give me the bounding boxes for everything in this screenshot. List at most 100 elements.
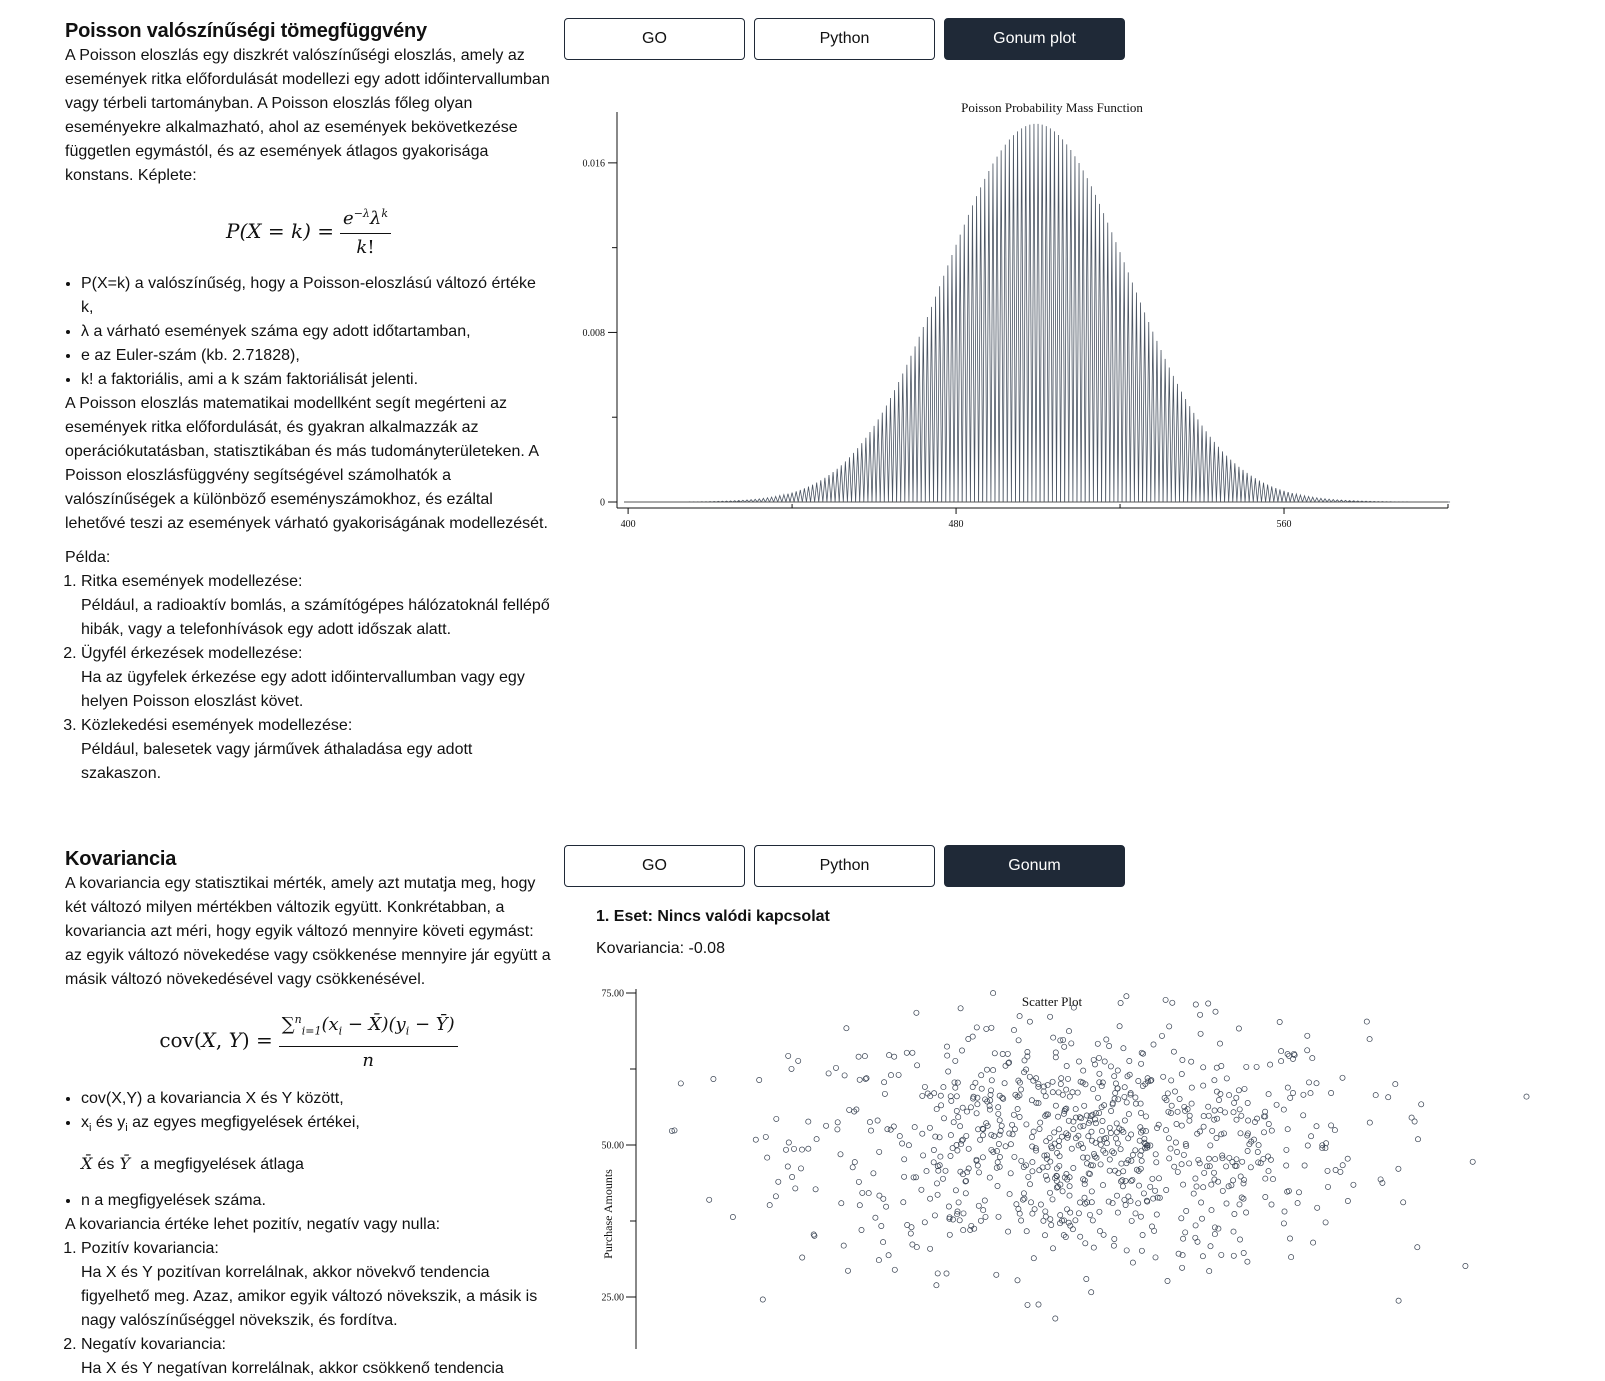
scatter-point bbox=[1332, 1128, 1337, 1133]
scatter-point bbox=[940, 1176, 945, 1181]
list-item: e az Euler-szám (kb. 2.71828), bbox=[81, 344, 552, 368]
scatter-point bbox=[876, 1258, 881, 1263]
python-button[interactable]: Python bbox=[754, 845, 935, 887]
scatter-point bbox=[1311, 1240, 1316, 1245]
scatter-point bbox=[1206, 1156, 1211, 1161]
scatter-point bbox=[1038, 1202, 1043, 1207]
scatter-point bbox=[1269, 1202, 1274, 1207]
scatter-point bbox=[1329, 1123, 1334, 1128]
scatter-point bbox=[1212, 1078, 1217, 1083]
scatter-point bbox=[1236, 1026, 1241, 1031]
pmf-bar bbox=[966, 215, 970, 502]
pmf-bar bbox=[954, 245, 958, 502]
covariance-formula-lhs: cov(X, Y) = bbox=[159, 1028, 272, 1052]
scatter-point bbox=[711, 1076, 716, 1081]
scatter-point bbox=[793, 1186, 798, 1191]
scatter-point bbox=[1345, 1198, 1350, 1203]
scatter-point bbox=[835, 1127, 840, 1132]
scatter-point bbox=[953, 1058, 958, 1063]
scatter-point bbox=[1177, 1096, 1182, 1101]
pmf-bar bbox=[1122, 262, 1126, 502]
pmf-bar bbox=[929, 307, 933, 502]
scatter-point bbox=[1048, 1159, 1053, 1164]
pmf-bar bbox=[1167, 368, 1171, 502]
scatter-point bbox=[1301, 1092, 1306, 1097]
scatter-point bbox=[1232, 1100, 1237, 1105]
scatter-point bbox=[1401, 1200, 1406, 1205]
scatter-point bbox=[946, 1204, 951, 1209]
scatter-point bbox=[763, 1134, 768, 1139]
scatter-point bbox=[968, 1105, 973, 1110]
scatter-point bbox=[814, 1137, 819, 1142]
pmf-bar bbox=[1069, 150, 1073, 502]
scatter-point bbox=[1290, 1090, 1295, 1095]
scatter-point bbox=[1060, 1189, 1065, 1194]
scatter-point bbox=[945, 1053, 950, 1058]
scatter-point bbox=[1244, 1210, 1249, 1215]
scatter-point bbox=[953, 1188, 958, 1193]
scatter-point bbox=[867, 1120, 872, 1125]
scatter-point bbox=[902, 1174, 907, 1179]
scatter-point bbox=[1129, 1132, 1134, 1137]
scatter-point bbox=[979, 1086, 984, 1091]
gonum-plot-button[interactable]: Gonum plot bbox=[944, 18, 1125, 60]
scatter-point bbox=[1148, 1184, 1153, 1189]
type-text: Ha X és Y negatívan korrelálnak, akkor c… bbox=[81, 1357, 552, 1381]
list-item: P(X=k) a valószínűség, hogy a Poisson-el… bbox=[81, 272, 552, 320]
scatter-point bbox=[954, 1094, 959, 1099]
pmf-bar bbox=[917, 337, 921, 502]
scatter-point bbox=[757, 1077, 762, 1082]
scatter-point bbox=[1187, 1113, 1192, 1118]
scatter-point bbox=[1027, 1182, 1032, 1187]
pmf-bar bbox=[1208, 437, 1212, 502]
pmf-bar bbox=[913, 346, 917, 502]
go-button[interactable]: GO bbox=[564, 845, 745, 887]
scatter-point bbox=[912, 1125, 917, 1130]
scatter-point bbox=[1208, 1244, 1213, 1249]
scatter-point bbox=[835, 1120, 840, 1125]
gonum-button[interactable]: Gonum bbox=[944, 845, 1125, 887]
go-button[interactable]: GO bbox=[564, 18, 745, 60]
scatter-point bbox=[901, 1200, 906, 1205]
python-button[interactable]: Python bbox=[754, 18, 935, 60]
scatter-point bbox=[1042, 1233, 1047, 1238]
pmf-bar bbox=[770, 497, 774, 502]
scatter-point bbox=[1005, 1051, 1010, 1056]
scatter-point bbox=[1065, 1076, 1070, 1081]
scatter-point bbox=[996, 1105, 1001, 1110]
scatter-point bbox=[950, 1146, 955, 1151]
scatter-point bbox=[1052, 1130, 1057, 1135]
scatter-point bbox=[1008, 1171, 1013, 1176]
scatter-point bbox=[1174, 1121, 1179, 1126]
pmf-bar bbox=[765, 498, 769, 502]
scatter-point bbox=[1231, 1178, 1236, 1183]
scatter-point bbox=[1012, 1154, 1017, 1159]
scatter-point bbox=[1138, 1214, 1143, 1219]
scatter-point bbox=[1284, 1163, 1289, 1168]
scatter-point bbox=[1043, 1094, 1048, 1099]
scatter-point bbox=[1281, 1221, 1286, 1226]
mean-description: a megfigyelések átlaga bbox=[140, 1156, 304, 1173]
scatter-point bbox=[1031, 1129, 1036, 1134]
pmf-bar bbox=[1266, 485, 1270, 502]
scatter-point bbox=[1008, 1142, 1013, 1147]
scatter-point bbox=[1073, 1218, 1078, 1223]
pmf-bar bbox=[823, 478, 827, 502]
scatter-point bbox=[1059, 1076, 1064, 1081]
scatter-point bbox=[1116, 1171, 1121, 1176]
scatter-point bbox=[1067, 1094, 1072, 1099]
scatter-point bbox=[1107, 1168, 1112, 1173]
scatter-point bbox=[1097, 1071, 1102, 1076]
pmf-bar bbox=[1175, 384, 1179, 502]
scatter-point bbox=[966, 1146, 971, 1151]
scatter-point bbox=[1163, 997, 1168, 1002]
pmf-bar bbox=[1134, 293, 1138, 503]
scatter-point bbox=[1120, 1184, 1125, 1189]
scatter-point bbox=[975, 1102, 980, 1107]
covariance-bullet-list-2: n a megfigyelések száma. bbox=[65, 1189, 552, 1213]
pmf-bar bbox=[1290, 493, 1294, 502]
scatter-point bbox=[1058, 1081, 1063, 1086]
poisson-example-list: Ritka események modellezése: Például, a … bbox=[65, 570, 552, 786]
scatter-point bbox=[1057, 1127, 1062, 1132]
pmf-bar bbox=[856, 448, 860, 502]
